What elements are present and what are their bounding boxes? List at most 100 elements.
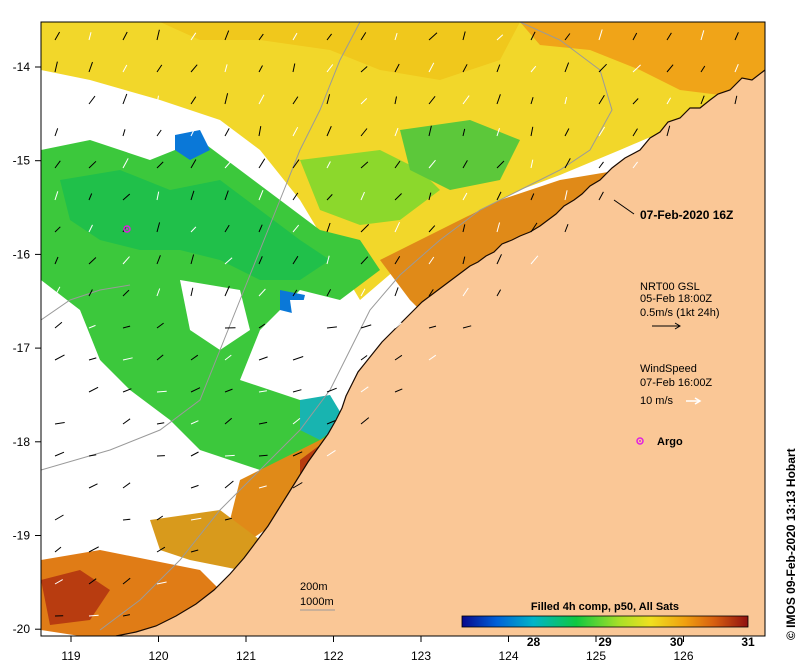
wind-arrow [394,388,403,393]
wind-arrow [428,125,432,137]
map-plot-area [41,22,765,636]
wind-arrow [666,97,672,105]
wind-arrow [54,422,65,425]
wind-arrow [156,515,164,521]
wind-arrow [394,160,401,169]
wind-arrow [190,64,198,73]
wind-arrow [360,256,369,265]
wind-arrow [88,193,93,201]
wind-arrow [54,579,63,585]
wind-arrow [258,158,266,169]
wind-arrow [360,288,366,297]
land-mass [116,70,765,636]
wind-arrow [564,33,571,41]
wind-arrow [224,128,230,137]
wind-arrow [394,354,403,361]
wind-arrow [360,128,368,137]
wind-arrow [122,31,128,41]
wind-arrow [462,192,468,201]
wind-arrow [190,32,197,41]
wind-arrow [598,29,603,41]
wind-arrow [292,418,301,425]
wind-arrow [564,158,571,169]
wind-arrow [54,386,63,393]
wind-arrow [360,224,370,233]
wind-arrow [360,66,368,73]
date-label: 07-Feb-2020 16Z [640,208,733,222]
wind-arrow [88,517,98,521]
wind-arrow [190,129,195,137]
wind-arrow [258,323,266,329]
wind-arrow [190,387,201,393]
wind-arrow [564,62,570,73]
wind-arrow [462,287,469,297]
wind-arrow [122,158,129,169]
wind-arrow [190,354,199,361]
wind-arrow [258,421,268,425]
wind-arrow [88,95,96,105]
wind-arrow [530,126,534,137]
wind-arrow [224,285,230,297]
wind-arrow [258,454,268,457]
wind-arrow [156,129,162,137]
wind-arrow [88,257,97,265]
wind-arrow [54,61,58,73]
wind-arrow [258,190,264,201]
wind-arrow [462,64,468,73]
wind-arrow [156,95,159,105]
wind-legend: WindSpeed 07-Feb 16:00Z 10 m/s [640,363,712,407]
x-tick-label: 120 [148,649,168,663]
wind-arrow [326,326,337,329]
argo-legend-icon [636,437,644,445]
wind-arrow [122,518,131,521]
wind-arrow [54,31,61,41]
wind-arrow [428,32,438,41]
wind-arrow [224,388,233,393]
wind-arrow [462,256,466,265]
wind-arrow [190,549,199,553]
wind-arrow [88,130,95,137]
contour-legend-200m: 200m [300,581,328,593]
wind-arrow [292,192,299,201]
x-tick-label: 126 [673,649,693,663]
wind-arrow [530,65,537,73]
wind-arrow [632,128,638,137]
x-tick-label: 124 [498,649,518,663]
wind-arrow [326,222,331,233]
wind-arrow [258,126,262,137]
wind-legend-line3: 10 m/s [640,395,674,407]
wind-arrow [54,226,61,233]
wind-arrow [122,129,126,137]
colorbar-tick-label: 28 [527,635,541,649]
wind-arrow [632,161,638,169]
wind-arrow [394,287,399,297]
wind-arrow [88,386,99,393]
wind-arrow [496,160,505,169]
wind-arrow [666,125,671,137]
colorbar: Filled 4h comp, p50, All Sats 28 29 30 31 [461,601,755,649]
y-tick-label: -14 [13,60,31,74]
wind-arrow [190,96,197,105]
wind-arrows [54,29,739,617]
wind-arrow [258,224,263,233]
wind-arrow [734,32,739,41]
wind-arrow [530,222,538,233]
wind-arrow [122,256,130,265]
contour-legend: 200m 1000m [300,581,335,611]
wind-arrow [224,257,233,265]
y-tick-label: -15 [13,154,31,168]
wind-arrow [462,95,470,105]
wind-arrow [224,224,230,233]
wind-arrow [224,454,235,457]
coastline [115,69,765,636]
wind-arrow [190,190,195,201]
wind-arrow [54,191,59,201]
wind-arrow [54,484,65,489]
argo-label: Argo [657,436,683,448]
wind-arrow [88,160,97,169]
wind-arrow [122,357,133,361]
bathymetry-contour-1000m [41,22,361,471]
wind-arrow [292,389,302,393]
wind-arrow [326,255,330,265]
wind-arrow [428,62,435,73]
